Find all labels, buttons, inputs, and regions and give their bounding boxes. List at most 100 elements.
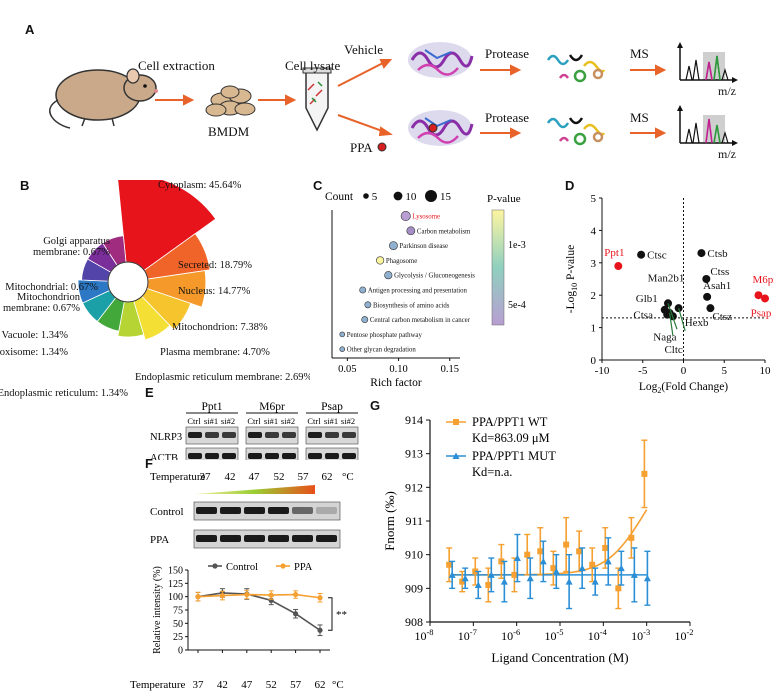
data-point-wt	[485, 581, 492, 588]
data-point-wt	[524, 551, 531, 558]
fit-curve-wt	[451, 509, 648, 576]
x-tick-label: 0.05	[338, 364, 356, 375]
colorbar-tick: 1e-3	[508, 240, 526, 251]
x-tick-label: 0.15	[441, 364, 459, 375]
volcano-point-label: Man2b1	[648, 272, 685, 284]
blot-group-label: Psap	[321, 401, 343, 413]
pie-label: Endoplasmic reticulum: 1.34%	[0, 388, 128, 399]
blot-band	[282, 432, 296, 438]
legend-marker	[452, 452, 460, 459]
blot-band	[188, 453, 202, 459]
y-axis-label-sub: 10	[570, 283, 579, 291]
blot-band	[222, 432, 236, 438]
workflow-arrows	[155, 59, 667, 139]
mouse-illustration	[49, 68, 158, 129]
pie-label-line: Mitochondrial: 0.67%	[5, 282, 98, 293]
series-point	[317, 627, 323, 633]
blot-lane-label: si#1	[204, 416, 218, 426]
volcano-point-label: M6pr	[752, 274, 774, 286]
cetsa-band	[244, 507, 265, 514]
y-tick-label: 910	[405, 548, 423, 562]
data-point-mut	[526, 574, 534, 582]
cetsa-band	[292, 507, 313, 514]
temperature-value: 57	[298, 471, 310, 483]
protease-top-label: Protease	[485, 46, 530, 61]
volcano-point-label: Ctss	[710, 266, 729, 278]
legend-label: PPA	[294, 562, 313, 573]
temperature-value: 42	[225, 471, 236, 483]
data-point-wt	[576, 548, 583, 555]
data-point-wt	[563, 541, 570, 548]
cetsa-strip	[193, 501, 341, 521]
pie-label-line: Peroxisome: 1.34%	[0, 347, 68, 358]
size-legend-dot	[363, 193, 369, 199]
pie-label-line: Nucleus: 14.77%	[178, 286, 251, 297]
x-axis-label-part: Log	[639, 381, 658, 393]
blot-band	[222, 453, 236, 459]
protein-structure-vehicle	[408, 42, 474, 78]
x-tick-label: 5	[722, 365, 728, 377]
volcano-point-label: Hexb	[685, 317, 709, 329]
x-tick-label: 10-7	[458, 627, 477, 643]
y-tick-label: 4	[591, 225, 597, 237]
pie-label-line: Plasma membrane: 4.70%	[160, 347, 270, 358]
blot-lane-label: si#2	[281, 416, 295, 426]
temperature-label: Temperature	[150, 471, 206, 483]
x-tick-label: 37	[193, 679, 205, 691]
blot-band	[282, 453, 296, 459]
y-tick-label: 150	[168, 566, 183, 577]
significance-label: **	[336, 609, 347, 621]
cetsa-band	[292, 535, 313, 542]
blot-band	[325, 432, 339, 438]
blot-lane-label: si#1	[264, 416, 278, 426]
volcano-point-label: Ctsc	[647, 250, 667, 262]
cetsa-row-label: PPA	[150, 534, 169, 546]
lysate-tube-illustration	[302, 67, 332, 132]
panel-c-kegg-bubble: 0.05 0.10 0.15 Rich factor Count 5 10 15 P-value…	[325, 190, 526, 389]
y-tick-label: 50	[173, 619, 183, 630]
ppa-dot-icon	[377, 142, 387, 152]
data-point-mut	[500, 578, 508, 585]
ms-top-label: MS	[630, 46, 649, 61]
blot-band	[308, 432, 322, 438]
volcano-point-label: Asah1	[703, 280, 731, 292]
data-point-mut	[591, 578, 599, 585]
legend-label: PPA/PPT1 WT	[472, 415, 548, 429]
blot-band	[265, 432, 279, 438]
x-axis-unit: °C	[332, 679, 344, 691]
series-point	[195, 594, 201, 600]
pie-label: Mitochondrial: 0.67%	[5, 282, 98, 293]
ms-bottom-label: MS	[630, 110, 649, 125]
blot-group-label: Ppt1	[201, 401, 222, 413]
pie-label-line: Endoplasmic reticulum: 1.34%	[0, 388, 128, 399]
blot-band	[308, 453, 322, 459]
series-point	[293, 591, 299, 598]
volcano-point	[706, 304, 715, 313]
pathway-bubble	[339, 331, 346, 338]
data-point-wt	[537, 548, 544, 555]
y-tick-label: 100	[168, 592, 183, 603]
cetsa-band	[196, 507, 217, 514]
panel-label-c: C	[313, 178, 323, 193]
data-point-mut	[539, 557, 547, 565]
leader-line	[669, 312, 674, 336]
data-point-wt	[589, 561, 596, 568]
size-legend-label: 5	[372, 191, 378, 203]
pathway-bubble	[364, 301, 372, 309]
panel-label-a: A	[25, 22, 35, 37]
temperature-value: 47	[249, 471, 261, 483]
cetsa-band	[316, 535, 337, 542]
data-point-wt	[602, 544, 609, 551]
data-point-wt	[628, 534, 635, 541]
y-tick-label: 908	[405, 615, 423, 629]
x-tick-exp: -4	[600, 627, 608, 637]
legend-kd: Kd=n.a.	[472, 465, 512, 479]
data-point-wt	[550, 565, 557, 572]
pie-label-line: Cytoplasm: 45.64%	[158, 180, 242, 191]
mz-top-label: m/z	[718, 84, 736, 98]
temperature-unit: °C	[342, 471, 354, 483]
y-tick-label: 3	[591, 258, 597, 270]
y-tick-label: 125	[168, 579, 183, 590]
